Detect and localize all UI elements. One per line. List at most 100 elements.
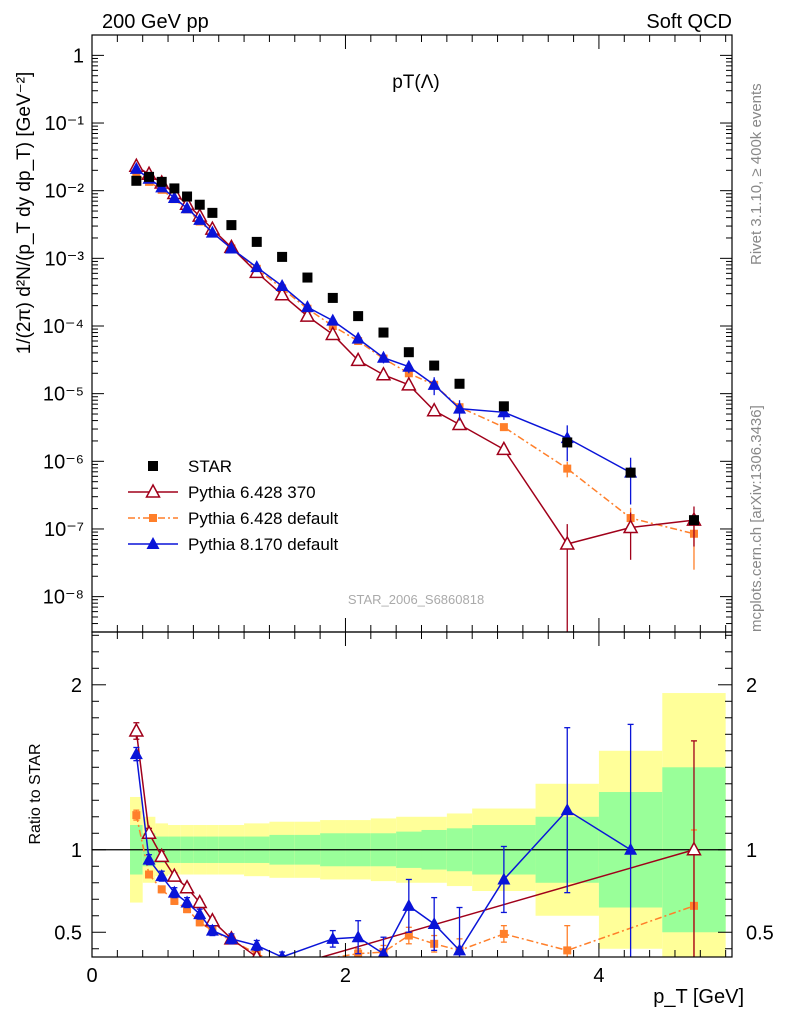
data-point xyxy=(497,872,511,885)
x-tick-label: 0 xyxy=(86,965,97,987)
data-point xyxy=(376,350,390,363)
data-point xyxy=(224,241,238,254)
data-point xyxy=(559,535,576,550)
data-point xyxy=(179,879,195,894)
data-point xyxy=(205,923,219,936)
data-point xyxy=(274,286,290,301)
data-point xyxy=(453,401,467,414)
header-collision-label: 200 GeV pp xyxy=(102,11,209,33)
data-point xyxy=(132,171,141,180)
ratio-y-tick-label-right: 2 xyxy=(746,675,757,697)
y-tick-label: 10⁻⁸ xyxy=(43,587,84,609)
data-point xyxy=(170,896,179,905)
data-point xyxy=(205,225,219,238)
data-point xyxy=(277,251,288,262)
legend-marker xyxy=(145,483,161,498)
data-point xyxy=(157,885,166,894)
side-mcplots-label: mcplots.cern.ch [arXiv:1306.3436] xyxy=(748,405,765,632)
data-point xyxy=(153,847,170,863)
data-point xyxy=(499,929,508,938)
data-point xyxy=(404,931,413,940)
data-point xyxy=(299,307,316,322)
data-point xyxy=(167,190,181,203)
data-point xyxy=(182,191,193,202)
data-point xyxy=(426,402,442,417)
legend-marker xyxy=(146,537,160,549)
main-panel: 10⁻⁸10⁻⁷10⁻⁶10⁻⁵10⁻⁴10⁻³10⁻²10⁻¹1 pT(Λ) … xyxy=(14,34,733,633)
data-point xyxy=(275,279,289,292)
data-point xyxy=(326,931,340,944)
data-point xyxy=(451,415,468,431)
legend-marker xyxy=(149,514,157,522)
data-point xyxy=(351,331,365,344)
ratio-y-tick-label: 1 xyxy=(71,840,82,862)
header-process-label: Soft QCD xyxy=(646,11,732,33)
data-point xyxy=(375,366,392,381)
data-point xyxy=(453,943,467,956)
data-point xyxy=(688,515,699,526)
data-point xyxy=(193,212,207,225)
data-point xyxy=(625,467,636,478)
ratio-y-tick-label: 0.5 xyxy=(54,922,82,944)
legend-marker xyxy=(148,461,158,471)
legend-label: Pythia 6.428 default xyxy=(188,509,339,528)
y-tick-label: 10⁻⁷ xyxy=(44,519,84,541)
data-point xyxy=(427,917,441,930)
data-point xyxy=(276,962,289,974)
data-point xyxy=(195,918,204,927)
data-point xyxy=(144,171,155,182)
data-point xyxy=(563,464,572,473)
data-point xyxy=(454,378,465,389)
data-point xyxy=(278,961,286,969)
y-tick-label: 10⁻⁴ xyxy=(43,316,84,338)
data-point xyxy=(402,898,416,911)
analysis-watermark: STAR_2006_S6860818 xyxy=(348,592,484,607)
ratio-y-tick-label-right: 1 xyxy=(746,840,757,862)
y-tick-label: 10⁻⁶ xyxy=(43,451,84,473)
ratio-frame xyxy=(91,631,733,958)
data-point xyxy=(129,161,143,174)
data-point xyxy=(327,292,338,303)
ratio-panel: 0.5 0.5 1 1 2 2 0 2 4 Ratio to STAR p_T [GeV] xyxy=(27,631,774,1008)
data-point xyxy=(129,747,143,760)
data-point xyxy=(251,236,262,247)
data-point xyxy=(496,440,512,456)
data-point xyxy=(180,201,194,214)
main-y-axis-label: 1/(2π) d²N/(p_T dy dp_T) [GeV⁻²] xyxy=(14,72,35,355)
main-series-layer xyxy=(128,157,702,632)
data-point xyxy=(350,351,366,367)
data-point xyxy=(563,946,572,955)
ratio-axes: 0.5 0.5 1 1 2 2 0 2 4 xyxy=(54,632,774,987)
legend: STAR Pythia 6.428 370 Pythia 6.428 default… xyxy=(128,457,339,554)
data-point xyxy=(155,869,169,882)
data-point xyxy=(562,437,573,448)
ratio-plot-content xyxy=(92,693,732,974)
data-point xyxy=(560,803,574,816)
data-point xyxy=(402,359,416,372)
y-tick-label: 10⁻² xyxy=(45,181,85,203)
main-axes: 10⁻⁸ 10⁻⁷ 10⁻⁶ 10⁻⁵ 10⁻⁴ 10⁻³ 10⁻² 10⁻¹ 1 xyxy=(43,34,732,633)
data-point xyxy=(326,313,340,326)
data-point xyxy=(622,518,639,534)
data-point xyxy=(250,260,264,273)
data-point xyxy=(252,948,262,957)
data-point xyxy=(166,867,183,882)
data-point xyxy=(226,220,237,231)
y-tick-label: 10⁻⁵ xyxy=(43,384,84,406)
data-point xyxy=(169,183,180,194)
data-point xyxy=(624,842,638,855)
series-line xyxy=(136,174,695,535)
data-point xyxy=(194,199,205,210)
data-point xyxy=(686,841,702,856)
data-point xyxy=(183,905,192,914)
data-point xyxy=(403,347,414,358)
data-point xyxy=(351,930,365,943)
y-tick-label: 1 xyxy=(73,45,84,67)
ratio-y-axis-label: Ratio to STAR xyxy=(27,743,44,844)
legend-label: Pythia 8.170 default xyxy=(188,535,339,554)
data-point xyxy=(207,207,218,218)
data-point xyxy=(498,401,509,412)
data-point xyxy=(401,376,417,391)
data-point xyxy=(325,325,341,341)
